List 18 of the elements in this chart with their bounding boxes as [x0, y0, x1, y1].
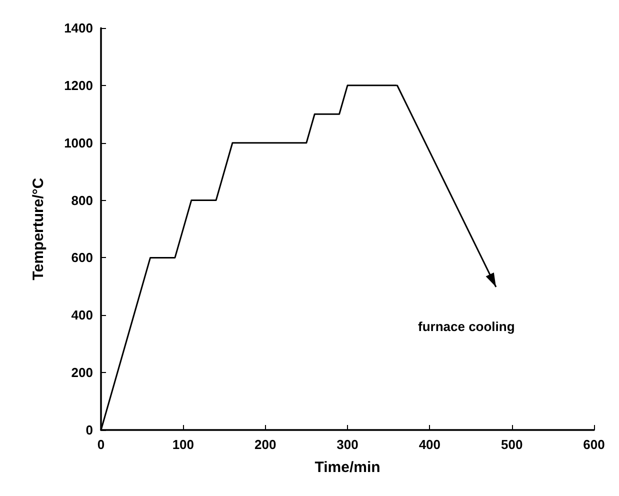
x-tick-label: 500	[500, 437, 523, 452]
y-tick-label: 200	[71, 365, 93, 380]
y-tick-label: 600	[71, 250, 93, 266]
x-tick-label: 200	[254, 437, 276, 452]
y-tick-label: 800	[71, 192, 93, 208]
y-tick-label: 400	[71, 308, 93, 323]
y-tick-label: 1200	[64, 78, 93, 93]
x-axis-title: Time/min	[314, 459, 380, 476]
annotation: furnace cooling	[418, 319, 515, 334]
y-axis-title: Temperture/°C	[30, 178, 47, 280]
x-tick-label: 300	[336, 437, 358, 452]
x-tick-label: 0	[97, 437, 105, 452]
x-tick-label: 400	[418, 437, 441, 452]
y-tick-label: 1000	[64, 135, 93, 150]
x-tick-label: 100	[172, 437, 194, 452]
y-tick-label: 0	[86, 422, 93, 438]
y-tick-label: 1400	[64, 20, 93, 36]
x-tick-label: 600	[583, 437, 605, 452]
